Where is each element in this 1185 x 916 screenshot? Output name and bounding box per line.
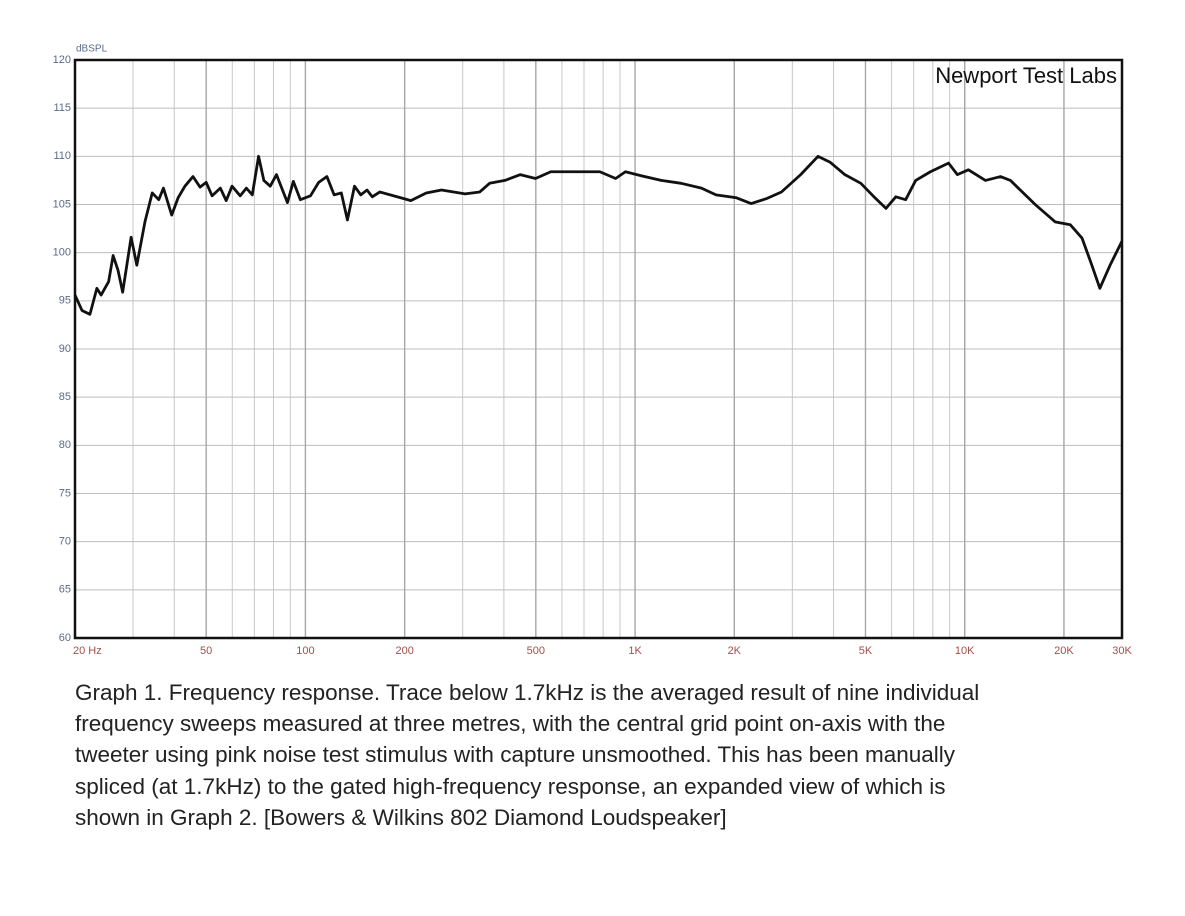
caption: Graph 1. Frequency response. Trace below… — [75, 677, 979, 833]
y-tick-label: 70 — [59, 536, 71, 548]
x-tick-label: 5K — [859, 645, 873, 657]
y-axis-label: dBSPL — [76, 44, 108, 55]
x-tick-label: 100 — [296, 645, 314, 657]
x-tick-label: 10K — [955, 645, 975, 657]
y-tick-label: 95 — [59, 295, 71, 307]
y-tick-label: 120 — [53, 54, 71, 66]
plot-frame — [73, 58, 1124, 640]
x-tick-label: 200 — [395, 645, 413, 657]
y-tick-label: 65 — [59, 584, 71, 596]
y-tick-label: 60 — [59, 632, 71, 644]
y-tick-label: 115 — [53, 102, 71, 114]
x-tick-label: 20K — [1054, 645, 1074, 657]
caption-line: shown in Graph 2. [Bowers & Wilkins 802 … — [75, 804, 727, 830]
x-tick-label: 2K — [728, 645, 742, 657]
x-tick-label: 500 — [527, 645, 545, 657]
caption-line: Graph 1. Frequency response. Trace below… — [75, 680, 980, 705]
y-tick-label: 90 — [59, 343, 71, 355]
x-tick-label: 1K — [628, 645, 642, 657]
response-line — [73, 154, 1124, 316]
y-tick-label: 75 — [59, 487, 71, 499]
caption-line: spliced (at 1.7kHz) to the gated high-fr… — [75, 773, 946, 799]
y-tick-label: 110 — [53, 150, 71, 162]
caption-line: frequency sweeps measured at three metre… — [75, 711, 946, 737]
y-tick-label: 85 — [59, 391, 71, 403]
chart: dBSPL 60 65 70 75 80 85 90 95 100 105 110 115 120 20 … — [53, 44, 1133, 657]
y-tick-label: 100 — [53, 247, 71, 259]
y-tick-label: 105 — [53, 198, 71, 210]
annotation: Newport Test Labs — [935, 63, 1117, 88]
x-tick-label: 20 Hz — [73, 645, 102, 657]
x-tick-label: 30K — [1112, 645, 1132, 657]
caption-line: tweeter using pink noise test stimulus w… — [75, 742, 956, 768]
y-tick-label: 80 — [59, 439, 71, 451]
x-tick-label: 50 — [200, 645, 212, 657]
